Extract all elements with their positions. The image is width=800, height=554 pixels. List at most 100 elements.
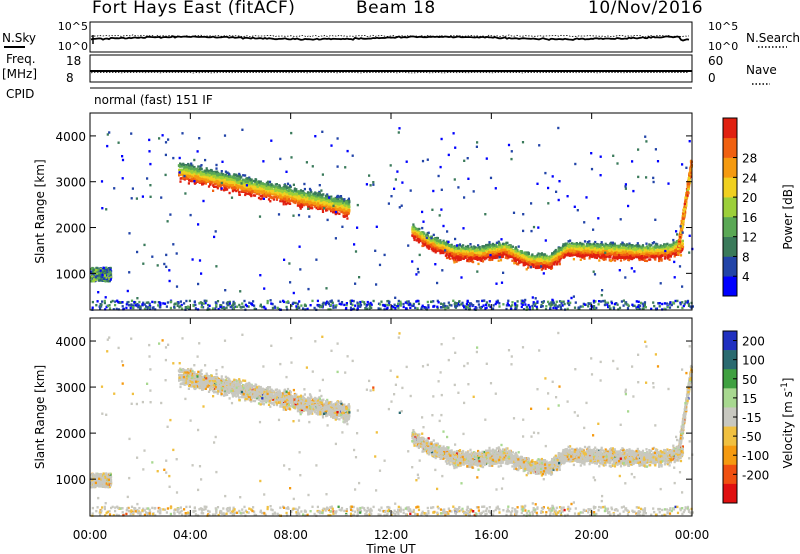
power-echo-cell (319, 207, 322, 210)
power-echo-cell (214, 182, 218, 185)
radar-title: Fort Hays East (fitACF) (92, 0, 296, 18)
power-echo-cell (331, 199, 334, 202)
power-echo-cell (312, 196, 315, 199)
power-echo-cell (252, 183, 255, 187)
power-echo-cell (210, 176, 213, 179)
power-echo-cell (330, 195, 333, 198)
power-echo-cell (555, 262, 559, 265)
power-echo-cell (679, 254, 683, 257)
power-echo-cell (260, 182, 263, 185)
power-echo-cell (240, 187, 243, 190)
power-echo-cell (310, 206, 313, 209)
power-echo-cell (264, 187, 267, 190)
power-echo-cell (179, 170, 182, 173)
power-echo-cell (234, 187, 237, 190)
power-echo-cell (246, 177, 249, 180)
power-echo-cell (223, 189, 226, 192)
power-echo-cell (180, 168, 184, 171)
power-echo-cell (281, 186, 284, 190)
power-echo-cell (194, 179, 197, 183)
power-echo-cell (182, 162, 185, 166)
power-echo-cell (271, 184, 274, 187)
power-echo-cell (316, 200, 319, 204)
power-echo-cell (321, 208, 324, 212)
power-echo-cell (192, 174, 195, 177)
power-echo-cell (209, 183, 212, 186)
power-echo-cell (274, 183, 277, 186)
power-echo-cell (627, 256, 630, 259)
power-echo-cell (315, 192, 318, 195)
power-echo-cell (212, 189, 215, 192)
power-echo-cell (217, 176, 220, 179)
power-echo-cell (466, 255, 469, 258)
power-echo-cell (334, 206, 337, 209)
power-echo-cell (189, 178, 192, 181)
power-echo-cell (255, 182, 258, 186)
power-echo-cell (210, 177, 213, 180)
power-echo-cell (293, 193, 296, 196)
power-echo-cell (250, 194, 253, 198)
power-echo-cell (340, 196, 343, 200)
power-echo-cell (338, 203, 341, 206)
power-echo-cell (252, 179, 255, 183)
power-echo-cell (283, 197, 286, 201)
power-echo-cell (261, 182, 264, 185)
power-echo-cell (215, 185, 218, 188)
power-echo-cell (601, 243, 604, 246)
power-echo-cell (286, 197, 289, 200)
power-echo-cell (648, 245, 651, 248)
power-echo-cell (223, 179, 226, 182)
power-echo-cell (244, 190, 247, 193)
power-echo-cell (335, 203, 338, 206)
power-echo-cell (284, 197, 287, 200)
power-echo-cell (228, 181, 231, 185)
power-echo-cell (250, 192, 253, 196)
power-echo-cell (236, 174, 239, 178)
power-echo-cell (268, 194, 271, 197)
power-echo-cell (231, 184, 234, 187)
power-echo-cell (267, 198, 271, 201)
power-echo-cell (311, 193, 314, 196)
power-echo-cell (290, 196, 293, 199)
power-echo-cell (328, 205, 331, 208)
power-echo-cell (347, 203, 350, 206)
power-echo-cell (640, 258, 644, 261)
power-echo-cell (340, 210, 343, 214)
power-echo-cell (187, 163, 190, 166)
power-echo-cell (277, 186, 280, 189)
power-echo-cell (237, 174, 240, 178)
power-echo-cell (333, 200, 336, 203)
power-echo-cell (210, 181, 213, 184)
power-echo-cell (205, 171, 208, 175)
power-echo-cell (259, 197, 262, 201)
power-echo-cell (206, 169, 209, 172)
power-echo-cell (256, 185, 259, 188)
power-echo-cell (298, 201, 301, 204)
power-echo-cell (213, 185, 216, 188)
power-echo-cell (666, 257, 669, 260)
power-echo-cell (645, 242, 648, 245)
power-echo-cell (202, 178, 205, 181)
power-echo-cell (488, 241, 491, 244)
power-echo-cell (276, 188, 280, 191)
power-echo-cell (300, 205, 304, 209)
power-echo-cell (658, 259, 661, 263)
power-echo-cell (274, 186, 277, 189)
power-echo-cell (300, 198, 303, 202)
power-echo-cell (285, 200, 288, 203)
power-echo-cell (238, 193, 241, 196)
power-echo-cell (190, 167, 194, 171)
power-echo-cell (282, 203, 285, 206)
power-echo-cell (225, 186, 228, 190)
power-echo-cell (183, 167, 186, 170)
power-echo-cell (334, 204, 337, 207)
power-echo-cell (278, 185, 281, 188)
power-echo-cell (244, 179, 247, 182)
power-echo-cell (220, 170, 223, 173)
power-echo-cell (258, 193, 261, 196)
power-echo-cell (258, 187, 262, 190)
power-echo-cell (315, 206, 318, 210)
power-echo-cell (320, 204, 323, 207)
power-echo-cell (335, 207, 338, 211)
